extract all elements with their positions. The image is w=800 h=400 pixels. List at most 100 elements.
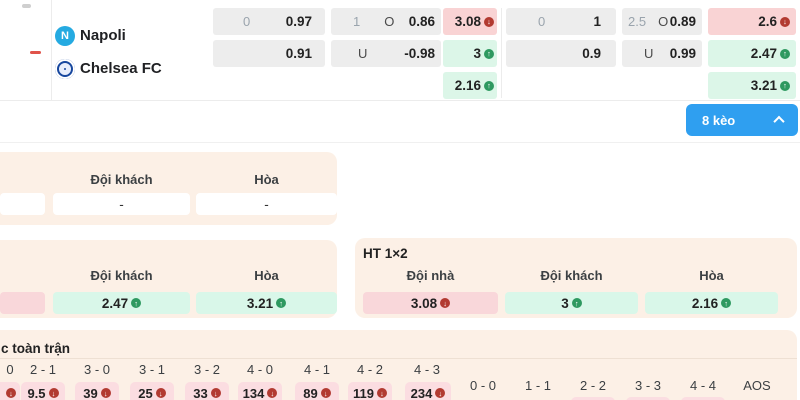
divider — [51, 0, 52, 100]
column-header-draw: Hòa — [254, 268, 279, 283]
column-header-home: Đội nhà — [0, 172, 12, 187]
score-odds-cell[interactable]: 234 — [405, 382, 451, 400]
chelsea-logo-icon — [55, 59, 75, 79]
score-odds-cell[interactable] — [626, 397, 670, 400]
score-odds-cell[interactable]: 134 — [238, 382, 282, 400]
odds-cell-home[interactable] — [0, 292, 45, 314]
trend-down-icon — [780, 16, 790, 27]
ft-1x2-panel: Đội nhà Đội khách Hòa - - — [0, 152, 337, 225]
divider — [0, 142, 800, 143]
column-header-away: Đội khách — [90, 172, 153, 187]
ou-under-cell[interactable]: U -0.98 — [331, 40, 441, 67]
score-header: 3 - 1 — [138, 362, 165, 377]
odds-1x2-panel: Đội nhà Đội khách Hòa 2.47 3.21 — [0, 240, 337, 318]
trend-down-icon — [210, 388, 221, 398]
trend-up-icon — [721, 298, 732, 308]
home-team-row[interactable]: Napoli — [55, 26, 205, 46]
x2-away-cell[interactable]: 2.47 — [708, 40, 796, 67]
correct-score-title: c toàn trận — [1, 341, 71, 356]
score-header: 4 - 2 — [356, 362, 383, 377]
chevron-up-icon — [773, 115, 785, 128]
expand-odds-button[interactable]: 8 kèo — [686, 104, 798, 136]
score-header: 4 - 4 — [689, 378, 716, 393]
odds-cell-home[interactable]: 3.08 — [363, 292, 498, 314]
x2-draw-cell[interactable]: 3.21 — [708, 72, 796, 99]
score-header: 0 - 0 — [469, 378, 496, 393]
trend-up-icon — [571, 298, 582, 308]
x2-draw-cell[interactable]: 2.16 — [443, 72, 497, 99]
x2-home-cell[interactable]: 2.6 — [708, 8, 796, 35]
score-odds-cell[interactable] — [571, 397, 615, 400]
napoli-logo-icon — [55, 26, 75, 46]
match-marker — [30, 51, 41, 54]
ou-under-cell[interactable]: U 0.99 — [622, 40, 702, 67]
score-odds-cell[interactable]: 25 — [130, 382, 174, 400]
score-header: 1 - 1 — [524, 378, 551, 393]
column-header-draw: Hòa — [699, 268, 724, 283]
odds-cell-away[interactable]: 2.47 — [53, 292, 190, 314]
trend-down-icon — [155, 388, 166, 398]
trend-up-icon — [484, 80, 494, 91]
expand-odds-label: 8 kèo — [702, 112, 736, 128]
hdp-line-home-cell[interactable]: 0 1 — [506, 8, 616, 35]
trend-down-icon — [267, 388, 278, 398]
hdp-line-home-cell[interactable]: 0 0.97 — [213, 8, 325, 35]
trend-down-icon — [48, 388, 59, 398]
trend-up-icon — [131, 298, 142, 308]
correct-score-panel: c toàn trận 0 2 - 1 3 - 0 3 - 1 3 - 2 4 … — [0, 330, 797, 400]
score-header: 4 - 0 — [246, 362, 273, 377]
clipped-row-marker — [22, 4, 31, 8]
trend-down-icon — [484, 16, 494, 27]
ou-over-cell[interactable]: 2.5 O 0.89 — [622, 8, 702, 35]
hdp-away-cell[interactable]: 0.9 — [506, 40, 616, 67]
column-header-home: Đội nhà — [0, 268, 12, 283]
away-team-name: Chelsea FC — [80, 60, 162, 77]
divider — [501, 8, 502, 98]
divider — [0, 358, 797, 359]
trend-down-icon — [440, 298, 451, 308]
score-odds-cell[interactable]: 33 — [185, 382, 229, 400]
score-header: 0 — [6, 362, 14, 377]
trend-up-icon — [780, 80, 790, 91]
score-odds-cell[interactable]: 119 — [348, 382, 392, 400]
score-header: AOS — [743, 378, 771, 393]
score-odds-cell[interactable] — [681, 397, 725, 400]
ht-1x2-title: HT 1×2 — [363, 246, 408, 261]
ou-over-cell[interactable]: 1 O 0.86 — [331, 8, 441, 35]
away-team-row[interactable]: Chelsea FC — [55, 59, 205, 79]
divider — [0, 100, 800, 101]
column-header-draw: Hòa — [254, 172, 279, 187]
x2-away-cell[interactable]: 3 — [443, 40, 497, 67]
trend-down-icon — [6, 388, 16, 398]
trend-up-icon — [780, 48, 790, 59]
trend-down-icon — [435, 388, 446, 398]
ht-1x2-panel: HT 1×2 Đội nhà Đội khách Hòa 3.08 3 2.16 — [355, 238, 797, 318]
x2-home-cell[interactable]: 3.08 — [443, 8, 497, 35]
column-header-home: Đội nhà — [406, 268, 455, 283]
column-header-away: Đội khách — [90, 268, 153, 283]
score-odds-cell[interactable] — [0, 382, 20, 400]
odds-cell-away[interactable]: - — [53, 193, 190, 215]
odds-cell-draw[interactable]: 3.21 — [196, 292, 337, 314]
score-odds-cell[interactable]: 9.5 — [21, 382, 65, 400]
odds-cell-away[interactable]: 3 — [505, 292, 638, 314]
trend-down-icon — [320, 388, 331, 398]
score-header: 2 - 2 — [579, 378, 606, 393]
odds-cell-draw[interactable]: - — [196, 193, 337, 215]
score-header: 3 - 2 — [193, 362, 220, 377]
score-header: 4 - 1 — [303, 362, 330, 377]
score-odds-cell[interactable]: 39 — [75, 382, 119, 400]
odds-cell-draw[interactable]: 2.16 — [645, 292, 778, 314]
trend-up-icon — [276, 298, 287, 308]
odds-cell-home[interactable] — [0, 193, 45, 215]
column-header-away: Đội khách — [540, 268, 603, 283]
score-header: 2 - 1 — [29, 362, 56, 377]
score-header: 4 - 3 — [413, 362, 440, 377]
score-header: 3 - 0 — [83, 362, 110, 377]
home-team-name: Napoli — [80, 27, 126, 44]
trend-down-icon — [376, 388, 387, 398]
trend-down-icon — [100, 388, 111, 398]
hdp-away-cell[interactable]: 0.91 — [213, 40, 325, 67]
score-odds-cell[interactable]: 89 — [295, 382, 339, 400]
